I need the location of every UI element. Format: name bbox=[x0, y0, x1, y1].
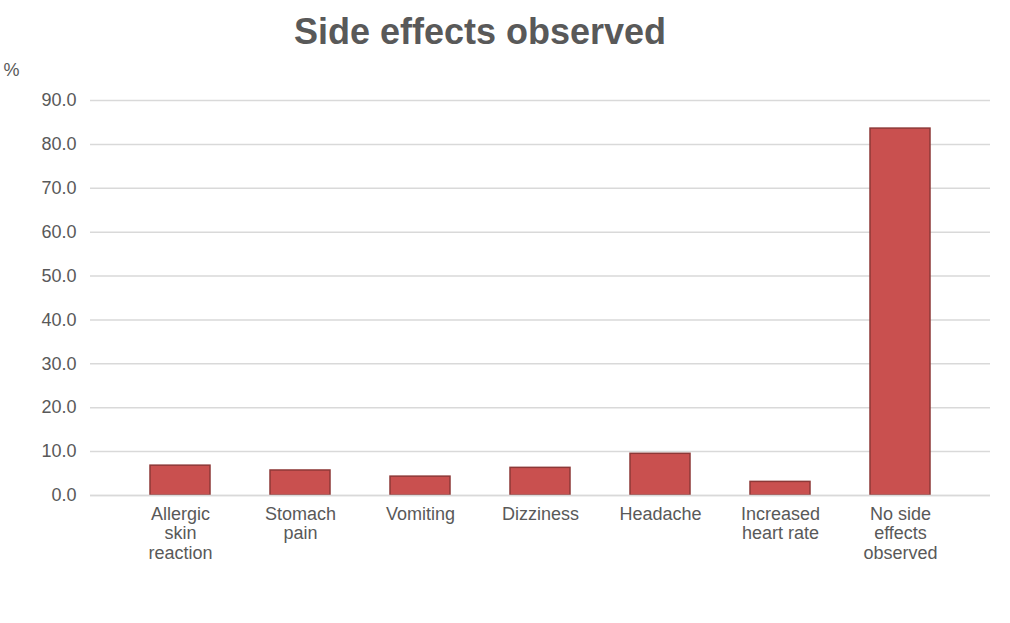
svg-text:Vomiting: Vomiting bbox=[386, 504, 455, 524]
svg-text:20.0: 20.0 bbox=[41, 397, 76, 417]
svg-text:Dizziness: Dizziness bbox=[502, 504, 579, 524]
svg-text:No sideeffectsobserved: No sideeffectsobserved bbox=[863, 504, 937, 564]
svg-text:Stomachpain: Stomachpain bbox=[265, 504, 336, 544]
svg-text:70.0: 70.0 bbox=[41, 178, 76, 198]
svg-text:Allergicskinreaction: Allergicskinreaction bbox=[148, 504, 212, 564]
svg-text:Headache: Headache bbox=[619, 504, 701, 524]
svg-text:90.0: 90.0 bbox=[41, 90, 76, 110]
svg-text:60.0: 60.0 bbox=[41, 222, 76, 242]
svg-text:Increasedheart rate: Increasedheart rate bbox=[741, 504, 820, 544]
svg-text:50.0: 50.0 bbox=[41, 266, 76, 286]
svg-text:40.0: 40.0 bbox=[41, 310, 76, 330]
svg-text:10.0: 10.0 bbox=[41, 441, 76, 461]
svg-text:0.0: 0.0 bbox=[51, 485, 76, 505]
svg-text:30.0: 30.0 bbox=[41, 354, 76, 374]
svg-text:80.0: 80.0 bbox=[41, 134, 76, 154]
svg-text:%: % bbox=[4, 60, 20, 80]
html-text:Side effects observed: Side effects observed bbox=[293, 11, 667, 52]
